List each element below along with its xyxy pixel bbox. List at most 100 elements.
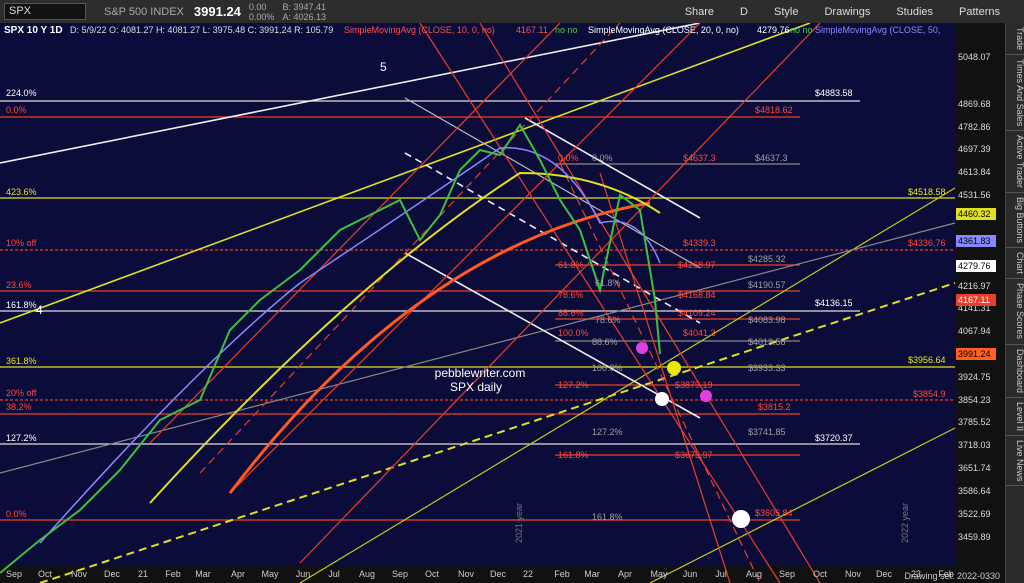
marker <box>732 510 750 528</box>
annotation: $4637.3 <box>755 153 788 163</box>
price-axis-label: 3785.52 <box>958 417 991 427</box>
price-axis-label: 4782.86 <box>958 122 991 132</box>
change: 0.00 0.00% <box>249 2 275 22</box>
year-label: 2022 year <box>900 503 910 543</box>
moving-average-200 <box>228 201 651 494</box>
price-axis-label: 5048.07 <box>958 52 991 62</box>
annotation: $4013.58 <box>748 337 786 347</box>
time-axis-background <box>0 565 955 583</box>
annotation: $4818.62 <box>755 105 793 115</box>
annotation: 88.6% <box>558 308 584 318</box>
annotation: 23.6% <box>6 280 32 290</box>
time-axis-label: Apr <box>618 569 632 579</box>
net-change: 0.00 <box>248 1 267 12</box>
sidebar-tab[interactable]: Big Buttons <box>1006 193 1024 249</box>
price-axis-label: 4216.97 <box>958 281 991 291</box>
annotation: $4168.84 <box>678 290 716 300</box>
moving-average-20 <box>39 147 661 544</box>
share-button[interactable]: Share <box>684 5 715 18</box>
sidebar: Trade Times And Sales Active Trader Big But… <box>1005 23 1024 583</box>
annotation: 161.8% <box>592 512 623 522</box>
annotation: 423.6% <box>6 187 37 197</box>
annotation: 127.2% <box>592 427 623 437</box>
annotation: $4637.3 <box>683 153 716 163</box>
sidebar-tab[interactable]: Active Trader <box>1006 131 1024 194</box>
price-axis-label: 3718.03 <box>958 440 991 450</box>
sidebar-tab[interactable]: Phase Scores <box>1006 279 1024 345</box>
price-tag-label: 4361.83 <box>958 236 991 246</box>
bid: B: 3947.41 <box>282 1 326 12</box>
annotation: $4336.76 <box>908 238 946 248</box>
time-axis-label: Nov <box>71 569 88 579</box>
annotation: $3741.85 <box>748 427 786 437</box>
price-axis-label: 4697.39 <box>958 144 991 154</box>
annotation: 0.0% <box>558 153 579 163</box>
price-axis-label: 4613.84 <box>958 167 991 177</box>
study-name: SimpleMovingAvg (CLOSE, 50, <box>815 25 940 35</box>
annotation: 10% off <box>6 238 37 248</box>
price-tag <box>956 294 996 306</box>
watermark: SPX daily <box>450 380 502 394</box>
year-label: 2021 year <box>514 503 524 543</box>
sidebar-tab[interactable]: Live News <box>1006 436 1024 487</box>
marker <box>636 342 648 354</box>
patterns-button[interactable]: Patterns <box>959 5 1000 18</box>
time-axis-label: Sep <box>779 569 795 579</box>
price-tag <box>956 235 996 247</box>
time-axis-label: Feb <box>938 569 954 579</box>
symbol-description: S&P 500 INDEX <box>104 5 184 18</box>
studies-button[interactable]: Studies <box>896 5 934 18</box>
annotation: $3933.33 <box>748 363 786 373</box>
sidebar-tab[interactable]: Dashboard <box>1006 345 1024 398</box>
time-axis-label: Dec <box>104 569 121 579</box>
time-axis-label: Aug <box>746 569 762 579</box>
time-axis-label: May <box>261 569 279 579</box>
price-axis-label: 4141.31 <box>958 303 991 313</box>
trend-line <box>149 23 561 444</box>
trend-line <box>299 23 821 564</box>
moving-average-50 <box>149 171 661 504</box>
annotation: 0.0% <box>6 105 27 115</box>
study-value: 4279.76 <box>757 25 790 35</box>
annotation: 0.0% <box>6 509 27 519</box>
aggregation-button[interactable]: D <box>740 5 748 18</box>
time-axis-label: Dec <box>876 569 893 579</box>
trend-line <box>479 23 821 583</box>
price-tag <box>956 260 996 272</box>
annotation: 88.6% <box>592 337 618 347</box>
sidebar-tab[interactable]: Trade <box>1006 23 1024 56</box>
sidebar-tab[interactable]: Times And Sales <box>1006 55 1024 132</box>
trend-line <box>599 172 731 583</box>
price-tag-label: 3991.24 <box>958 349 991 359</box>
time-axis-label: Mar <box>584 569 600 579</box>
symbol-input[interactable]: SPX <box>4 3 86 20</box>
instrument-label: SPX 10 Y 1D <box>4 25 63 36</box>
bid-ask: B: 3947.41 A: 4026.13 <box>282 2 326 22</box>
time-axis-label: Oct <box>38 569 53 579</box>
trend-line <box>39 282 956 583</box>
study-flags: no no <box>555 25 578 35</box>
sidebar-tab[interactable]: Level II <box>1006 398 1024 436</box>
annotation: $3673.97 <box>675 450 713 460</box>
price-axis-label: 3924.75 <box>958 372 991 382</box>
style-button[interactable]: Style <box>774 5 799 18</box>
annotation: $4883.58 <box>815 88 853 98</box>
annotation: $3605.84 <box>755 508 793 518</box>
ohlc-readout: D: 5/9/22 O: 4081.27 H: 4081.27 L: 3975.… <box>70 25 333 35</box>
time-axis-label: Mar <box>195 569 211 579</box>
sidebar-tab[interactable]: Chart <box>1006 248 1024 280</box>
price-tag <box>956 208 996 220</box>
study-value: 4167.11 <box>516 25 548 35</box>
annotation: $3720.37 <box>815 433 853 443</box>
marker <box>700 390 712 402</box>
ask: A: 4026.13 <box>282 11 326 22</box>
time-axis-label: Jul <box>715 569 727 579</box>
time-axis-label: Oct <box>813 569 828 579</box>
drawings-button[interactable]: Drawings <box>824 5 871 18</box>
price-axis-label: 3854.23 <box>958 395 991 405</box>
trend-line <box>649 427 956 583</box>
time-axis-label: Dec <box>490 569 507 579</box>
time-axis-label: Aug <box>359 569 375 579</box>
study-name: SimpleMovingAvg (CLOSE, 20, 0, no) <box>588 25 739 35</box>
